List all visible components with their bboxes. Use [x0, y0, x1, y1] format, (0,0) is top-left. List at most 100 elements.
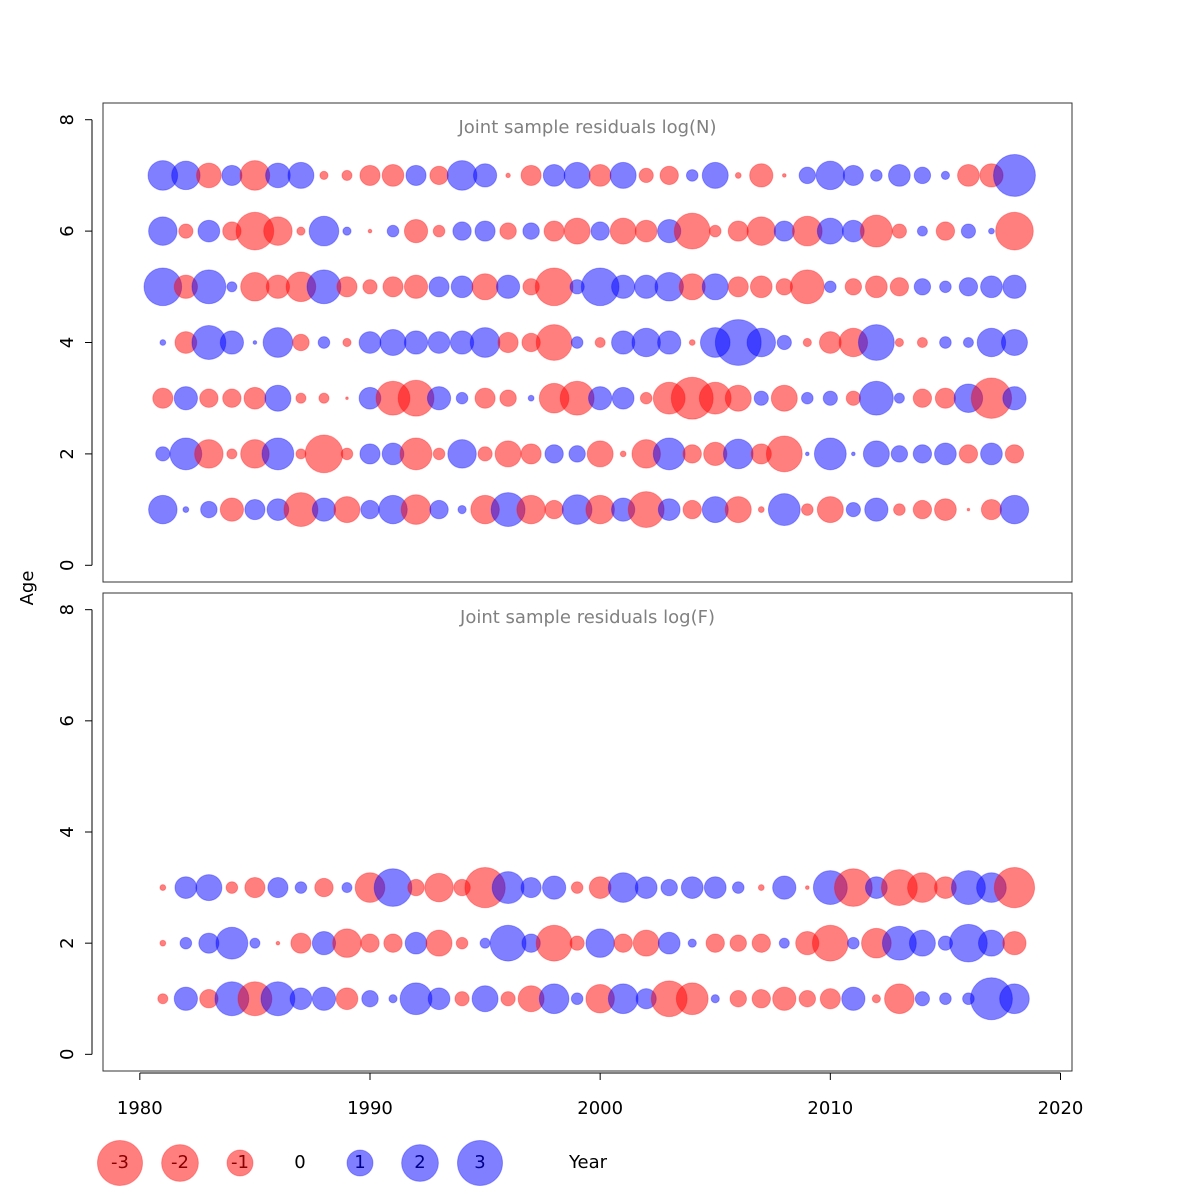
bubble	[634, 876, 658, 899]
bubble	[912, 444, 933, 464]
bubble	[429, 499, 449, 520]
y-tick-label: 4	[57, 826, 78, 837]
bubble	[894, 337, 904, 348]
bubble	[491, 871, 525, 905]
bubble	[544, 499, 564, 520]
bubble	[916, 336, 928, 349]
bubble	[611, 386, 635, 410]
bubble	[819, 988, 841, 1010]
bubble	[657, 498, 681, 521]
bubble	[489, 924, 527, 962]
bubble	[757, 884, 765, 891]
bubble	[522, 222, 540, 240]
bubble	[887, 164, 911, 187]
bubble	[611, 330, 636, 355]
bubble	[317, 336, 331, 349]
legend-bubble	[161, 1144, 199, 1182]
bubble	[261, 437, 295, 471]
bubble	[818, 331, 842, 354]
bubble	[159, 884, 167, 891]
bubble	[980, 275, 1003, 299]
bubble	[731, 881, 745, 894]
bubble	[687, 938, 697, 948]
bubble	[306, 269, 342, 305]
bubble	[542, 164, 566, 187]
bubble	[311, 986, 337, 1011]
bubble	[457, 504, 467, 515]
bubble	[200, 500, 218, 519]
bubble	[914, 991, 931, 1007]
bubble	[535, 324, 573, 361]
bubble	[226, 281, 238, 293]
bubble	[381, 164, 405, 187]
bubble	[708, 224, 722, 238]
bubble	[705, 933, 725, 953]
bubble	[722, 438, 754, 470]
bubble	[155, 446, 171, 462]
bubble	[450, 275, 474, 299]
bubble	[1002, 931, 1027, 956]
bubble	[570, 992, 584, 1006]
bubble	[999, 983, 1030, 1015]
bubble	[360, 499, 380, 520]
bubble	[148, 494, 178, 525]
bubble	[360, 933, 380, 953]
bubble	[383, 933, 403, 953]
bubble	[1004, 444, 1025, 464]
bubble	[455, 391, 469, 405]
bubble	[859, 214, 893, 248]
bubble	[934, 442, 957, 466]
bubble	[196, 162, 222, 189]
bubble	[729, 990, 747, 1008]
bubble	[534, 267, 574, 307]
bubble	[471, 985, 499, 1013]
legend-bubble	[226, 1149, 254, 1177]
bubble	[871, 994, 881, 1004]
bubble	[804, 885, 810, 890]
bubble	[403, 218, 429, 244]
bubble	[980, 499, 1003, 521]
bubble	[816, 496, 844, 524]
bubble	[585, 928, 615, 958]
bubble	[563, 217, 591, 245]
bubble	[870, 169, 883, 182]
bubble	[342, 226, 352, 236]
bubble	[319, 170, 329, 181]
bubble	[535, 924, 573, 962]
bubble	[219, 497, 245, 522]
bubble	[538, 983, 570, 1015]
bubble	[857, 324, 895, 361]
bubble	[388, 994, 398, 1004]
bubble	[746, 327, 777, 358]
bubble	[499, 222, 517, 240]
bubble	[798, 990, 817, 1008]
bubble	[842, 164, 864, 186]
y-tick-label: 6	[57, 225, 78, 236]
bubble	[804, 451, 810, 457]
bubble	[993, 866, 1036, 909]
bubble	[311, 931, 337, 956]
bubble	[568, 445, 586, 463]
bubble	[295, 448, 307, 460]
x-tick-label: 2010	[807, 1098, 853, 1119]
bubble	[778, 937, 790, 949]
bubble	[607, 983, 639, 1015]
bubble	[675, 982, 709, 1016]
bubble	[341, 882, 353, 894]
bubble	[958, 444, 979, 464]
legend-label: -2	[171, 1152, 189, 1173]
bubble	[404, 931, 428, 955]
bubble	[527, 394, 535, 402]
bubble	[152, 387, 174, 409]
bubble	[474, 387, 496, 409]
bubble	[751, 933, 771, 953]
bubble	[710, 994, 720, 1004]
bubble	[746, 216, 777, 246]
bubble	[342, 337, 352, 348]
bubble	[884, 983, 915, 1015]
bubble	[382, 276, 404, 298]
bubble	[361, 990, 379, 1008]
bubble	[403, 330, 429, 355]
bubble	[191, 269, 227, 305]
bubble	[332, 928, 362, 958]
